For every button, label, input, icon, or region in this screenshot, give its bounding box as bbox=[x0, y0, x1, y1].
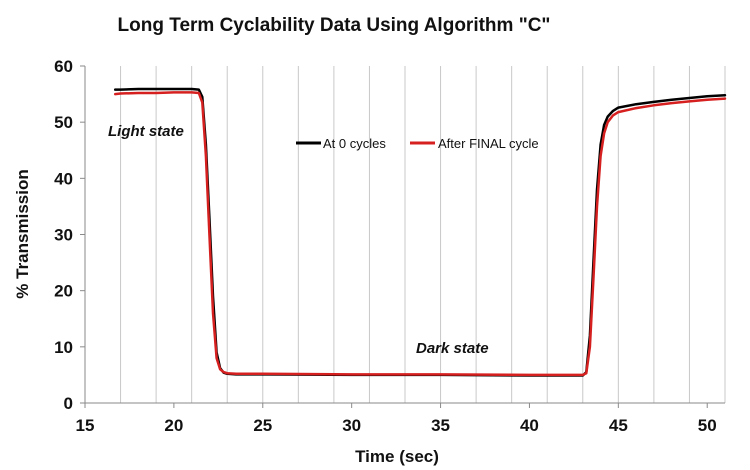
legend: At 0 cycles After FINAL cycle bbox=[296, 136, 539, 151]
y-tick-label: 10 bbox=[54, 338, 73, 357]
y-tick-label: 40 bbox=[54, 169, 73, 188]
x-tick-label: 30 bbox=[342, 416, 361, 435]
annotation-light-state: Light state bbox=[108, 123, 184, 140]
x-tick-label: 50 bbox=[698, 416, 717, 435]
grid-layer bbox=[120, 66, 726, 403]
series-layer bbox=[113, 87, 727, 377]
x-tick-label: 45 bbox=[609, 416, 628, 435]
annotation-dark-state: Dark state bbox=[416, 340, 489, 357]
axis-layer: 0 10 20 30 40 50 60 15 20 25 30 35 40 45 50 bbox=[54, 57, 725, 435]
y-tick-label: 60 bbox=[54, 57, 73, 76]
series-line-after-final-cycle bbox=[113, 91, 727, 377]
legend-label-after-final-cycle: After FINAL cycle bbox=[438, 136, 539, 151]
x-tick-label: 40 bbox=[520, 416, 539, 435]
x-tick-label: 25 bbox=[253, 416, 272, 435]
x-tick-label: 20 bbox=[164, 416, 183, 435]
y-tick-label: 20 bbox=[54, 282, 73, 301]
y-tick-label: 30 bbox=[54, 226, 73, 245]
chart-title: Long Term Cyclability Data Using Algorit… bbox=[118, 15, 551, 36]
legend-label-at-0-cycles: At 0 cycles bbox=[323, 136, 386, 151]
x-tick-label: 35 bbox=[431, 416, 450, 435]
series-line-at-0-cycles bbox=[113, 87, 727, 377]
y-tick-label: 50 bbox=[54, 113, 73, 132]
x-axis-title: Time (sec) bbox=[355, 447, 439, 466]
x-tick-label: 15 bbox=[76, 416, 95, 435]
y-tick-label: 0 bbox=[64, 394, 73, 413]
y-axis-title: % Transmission bbox=[13, 169, 32, 298]
